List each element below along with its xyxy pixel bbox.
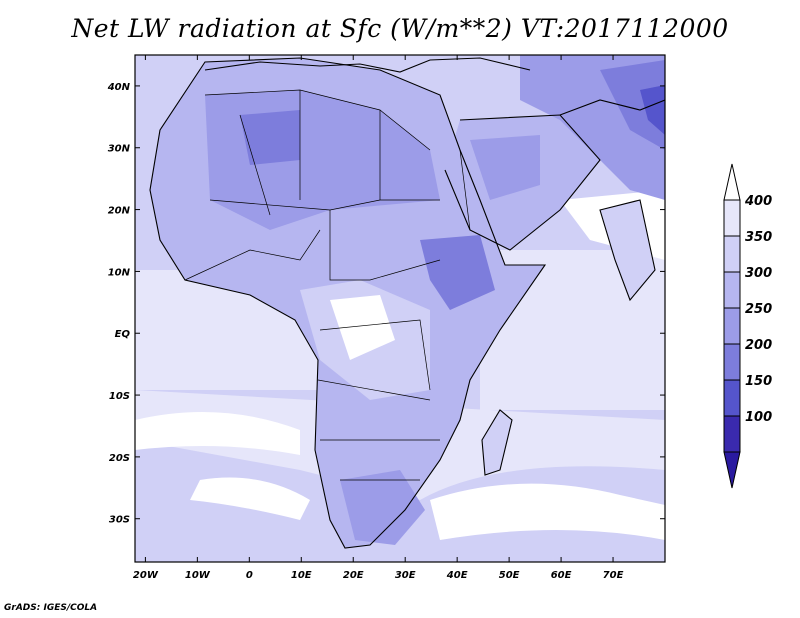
x-tick-label: 20E xyxy=(343,570,364,581)
india-land xyxy=(600,200,655,300)
colorbar-label: 100 xyxy=(745,410,772,425)
colorbar-swatch xyxy=(723,415,741,453)
x-tick-label: 40E xyxy=(446,570,468,581)
colorbar-top-arrow xyxy=(723,163,741,201)
colorbar-label: 250 xyxy=(745,302,772,317)
colorbar-label: 400 xyxy=(744,194,772,209)
x-tick-label: 50E xyxy=(499,570,520,581)
x-tick-label: 30E xyxy=(395,570,416,581)
colorbar-swatch xyxy=(723,379,741,417)
x-tick-label: 0 xyxy=(246,570,253,581)
y-tick-label: 30N xyxy=(108,144,131,155)
credit-text: GrADS: IGES/COLA xyxy=(4,603,98,613)
y-tick-label: EQ xyxy=(115,329,131,340)
cloud-band-2 xyxy=(430,483,665,540)
radiation-field xyxy=(135,55,665,562)
south-africa-low xyxy=(340,470,425,545)
colorbar-bottom-arrow xyxy=(723,451,741,489)
colorbar-swatch xyxy=(723,343,741,381)
y-tick-label: 10S xyxy=(109,391,130,402)
y-tick-label: 20S xyxy=(109,453,130,464)
colorbar-swatch xyxy=(723,235,741,273)
colorbar-swatch xyxy=(723,307,741,345)
europe-med xyxy=(200,55,440,80)
colorbar-label: 150 xyxy=(745,374,772,389)
himalaya-low xyxy=(600,60,665,150)
colorbar-swatch xyxy=(723,199,741,237)
arabia-low xyxy=(470,135,540,200)
colorbar-label: 300 xyxy=(745,266,772,281)
congo-clouds xyxy=(330,295,395,360)
country-borders xyxy=(184,89,471,481)
colorbar-swatch xyxy=(723,271,741,309)
map-title: Net LW radiation at Sfc (W/m**2) VT:2017… xyxy=(71,14,729,43)
cloud-band-4 xyxy=(190,477,310,520)
x-tick-label: 10W xyxy=(185,570,211,581)
x-axis: 20W 10W 0 10E 20E 30E 40E 50E 60E 70E xyxy=(133,55,624,581)
tibet-lowest xyxy=(640,85,665,135)
x-tick-label: 70E xyxy=(603,570,624,581)
plot-frame xyxy=(134,54,666,563)
ethiopia-low xyxy=(420,235,495,310)
colorbar: 400 350 300 250 200 150 100 xyxy=(723,163,772,489)
y-tick-label: 20N xyxy=(108,206,131,217)
algeria-lowest xyxy=(240,110,300,165)
colorbar-label: 200 xyxy=(745,338,772,353)
cloud-band-1 xyxy=(135,412,300,455)
y-tick-label: 30S xyxy=(109,515,130,526)
y-tick-label: 10N xyxy=(108,267,131,278)
x-tick-label: 20W xyxy=(133,570,159,581)
madagascar xyxy=(482,410,512,475)
y-tick-label: 40N xyxy=(107,82,131,93)
y-axis: 40N 30N 20N 10N EQ 10S 20S 30S xyxy=(107,82,665,526)
x-tick-label: 10E xyxy=(291,570,312,581)
colorbar-label: 350 xyxy=(745,230,772,245)
x-tick-label: 60E xyxy=(551,570,572,581)
